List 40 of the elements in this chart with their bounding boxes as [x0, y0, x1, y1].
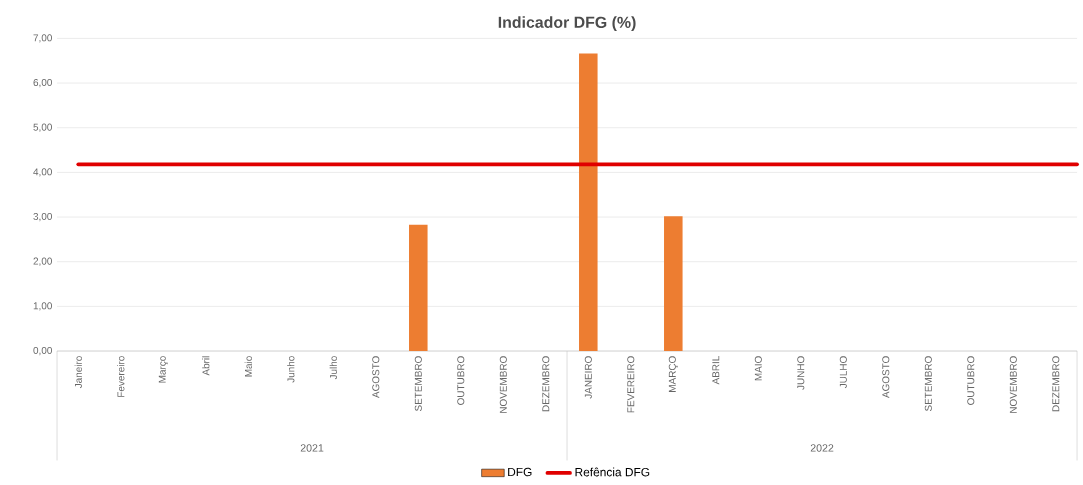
x-tick-label: Maio [244, 356, 252, 377]
x-tick-label: DEZEMBRO [1052, 356, 1060, 412]
y-tick-label: 5,00 [33, 123, 52, 132]
x-tick-label: Março [158, 356, 168, 383]
x-tick-label: ABRIL [712, 356, 720, 385]
bar [409, 224, 428, 352]
chart-title: Indicador DFG (%) [498, 16, 636, 32]
x-tick-label: NOVEMBRO [499, 356, 507, 413]
y-tick-label: 7,00 [33, 34, 52, 43]
x-tick-label: NOVEMBRO [1009, 356, 1017, 413]
x-tick-label: Fevereiro [117, 356, 125, 397]
x-tick-label: OUTUBRO [967, 356, 975, 405]
bar [664, 216, 683, 352]
y-tick-label: 0,00 [33, 347, 52, 356]
x-tick-label: Janeiro [74, 356, 82, 389]
x-tick-label: Junho [287, 356, 295, 383]
x-tick-label: AGOSTO [372, 356, 380, 399]
x-tick-label: SETEMBRO [414, 356, 422, 412]
x-tick-label: JULHO [839, 356, 847, 389]
text: 2022 [810, 444, 834, 452]
x-tick-label: JANEIRO [584, 356, 592, 399]
y-tick-label: 4,00 [33, 168, 52, 177]
legend-label: DFG [508, 467, 532, 477]
bar [579, 53, 598, 352]
legend-label: Refência DFG [575, 467, 650, 477]
y-tick-label: 3,00 [33, 213, 52, 222]
x-tick-label: OUTUBRO [457, 356, 465, 405]
y-tick-label: 1,00 [33, 302, 52, 311]
x-tick-label: AGOSTO [882, 356, 890, 399]
x-tick-label: Julho [329, 356, 337, 380]
x-tick-label: MAIO [754, 356, 762, 381]
y-tick-label: 2,00 [33, 257, 52, 266]
x-tick-label: SETEMBRO [924, 356, 932, 412]
x-tick-label: Abril [202, 356, 210, 376]
x-tick-label: MARÇO [668, 356, 678, 392]
y-tick-label: 6,00 [33, 79, 52, 88]
x-tick-label: JUNHO [797, 356, 805, 390]
x-tick-label: FEVEREIRO [627, 356, 635, 413]
x-tick-label: DEZEMBRO [542, 356, 550, 412]
text: 2021 [300, 444, 324, 452]
